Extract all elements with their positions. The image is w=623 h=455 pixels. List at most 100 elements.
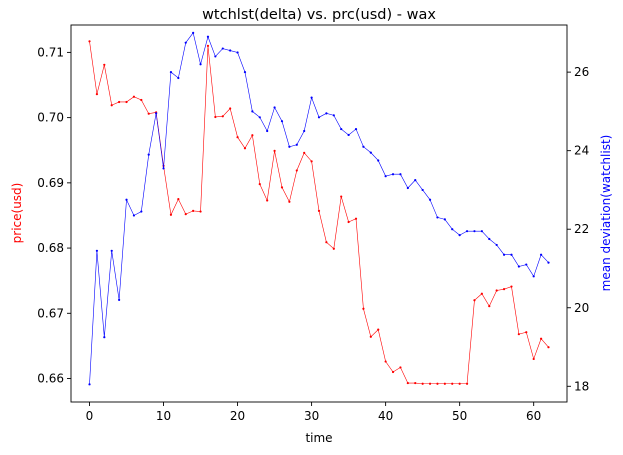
x-tick-label: 50 [452,409,467,423]
y-right-tick-label: 24 [574,144,589,158]
y-right-tick-label: 22 [574,222,589,236]
data-point [280,120,284,123]
data-point [169,71,173,74]
x-tick-label: 20 [230,409,245,423]
data-point [243,147,247,150]
data-point [243,71,247,74]
data-point [465,230,469,233]
data-point [162,167,165,170]
data-point [125,100,128,104]
data-point [221,47,224,50]
data-point [199,63,202,66]
data-point [177,198,180,201]
data-point [295,169,298,172]
data-point [391,173,395,176]
data-point [229,107,232,110]
data-point [510,253,513,256]
data-point [206,35,210,38]
data-point [118,100,121,104]
data-point [414,179,417,182]
y-right-tick-label: 18 [574,379,589,393]
data-point [473,230,476,233]
data-point [236,136,239,139]
data-point [177,76,180,80]
data-point [258,116,261,119]
data-point [347,220,350,224]
y-axis-left-label: price(usd) [10,183,24,244]
data-point [362,307,365,310]
data-point [436,216,439,219]
data-point [532,275,535,278]
data-point [184,213,187,216]
data-point [465,382,469,385]
data-point [525,331,528,334]
data-point [414,381,417,385]
data-point [214,55,217,58]
data-point [406,381,409,385]
data-point [502,288,506,291]
data-point [266,199,269,202]
data-point [229,49,232,52]
y-left-tick-label: 0.66 [37,372,64,386]
data-point [147,153,150,156]
data-point [362,145,365,148]
data-point [391,370,395,374]
data-point [184,41,187,44]
y-left-tick-label: 0.69 [37,176,64,190]
data-point [443,218,446,221]
data-point [110,104,113,107]
data-point [443,382,446,385]
data-point [310,160,313,163]
price-series [88,40,550,385]
data-point [88,383,91,386]
data-point [451,382,454,385]
watchlist-series [88,31,550,386]
data-point [473,299,476,302]
data-point [539,337,543,340]
x-axis: 0 10 20 30 40 50 60 [86,402,541,423]
data-point [406,186,409,190]
data-point [369,335,372,338]
data-point [325,112,328,115]
y-left-tick-label: 0.68 [37,241,64,255]
data-point [480,292,483,295]
y-right-tick-label: 20 [574,301,589,315]
data-point [428,382,432,385]
data-point [88,40,91,43]
data-point [132,95,136,98]
data-point [488,305,491,308]
data-point [539,253,543,256]
data-point [428,198,432,201]
data-point [147,112,150,115]
x-tick-label: 30 [304,409,319,423]
data-point [384,175,387,178]
x-axis-label: time [305,431,332,445]
data-point [192,209,195,212]
data-point [132,214,136,217]
data-point [303,151,306,154]
data-point [266,129,269,133]
y-axis-right-label: mean deviation(watchlist) [599,135,613,292]
data-point [510,285,513,288]
data-point [458,234,461,237]
y-left-tick-label: 0.67 [37,306,64,320]
data-point [199,210,202,213]
data-point [517,333,520,336]
y-left-tick-label: 0.71 [37,45,64,59]
data-point [221,115,224,118]
plot-background [71,25,567,402]
data-point [451,228,454,231]
x-tick-label: 60 [526,409,541,423]
data-point [354,127,358,131]
data-point [310,96,313,99]
x-tick-label: 0 [86,409,94,423]
x-tick-label: 40 [378,409,393,423]
data-point [354,217,358,220]
data-point [103,63,106,66]
data-point [340,195,343,198]
x-tick-label: 10 [156,409,171,423]
data-point [421,382,424,385]
y-left-tick-label: 0.70 [37,111,64,125]
plot-frame [70,24,568,403]
data-point [502,253,506,256]
